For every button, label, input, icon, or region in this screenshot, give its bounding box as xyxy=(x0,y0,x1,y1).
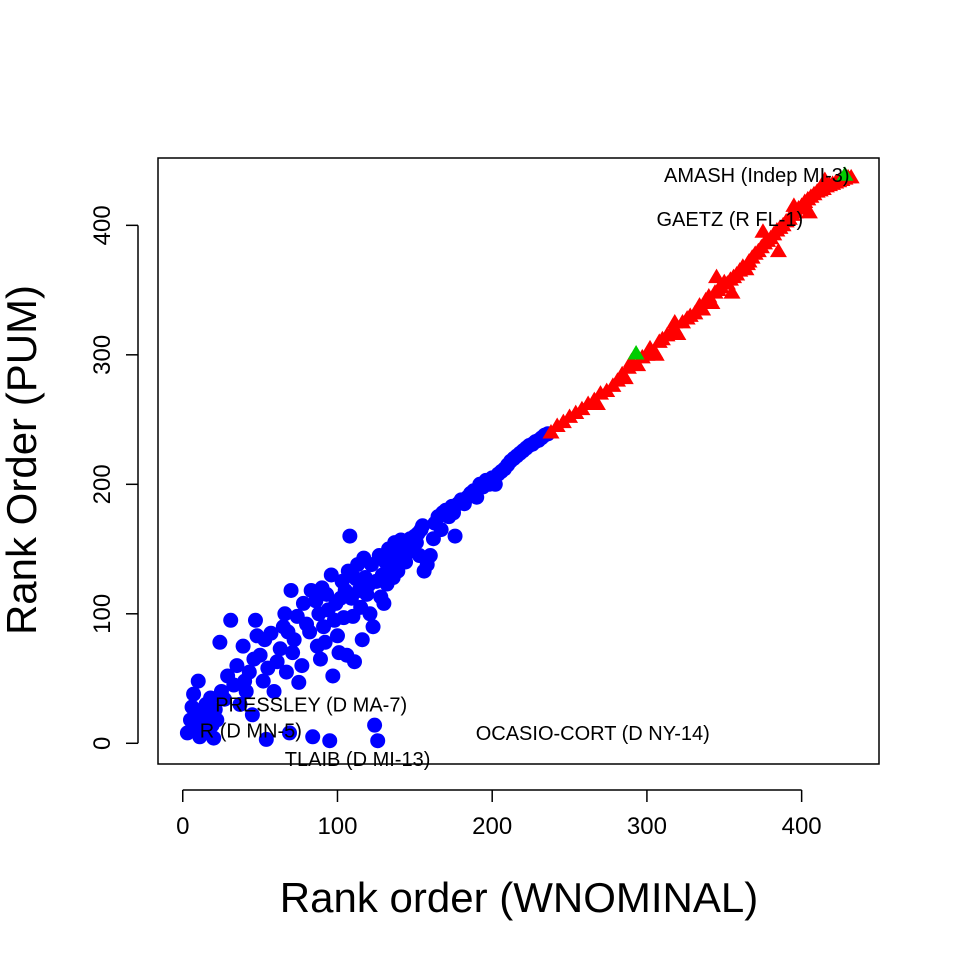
x-axis: 0 100 200 300 400 xyxy=(176,789,822,840)
y-tick-label: 400 xyxy=(89,205,116,245)
data-point xyxy=(229,658,245,674)
data-point xyxy=(703,294,721,309)
data-point xyxy=(223,612,239,628)
data-point xyxy=(258,731,274,747)
point-annotation: AMASH (Indep MI-3) xyxy=(664,165,850,187)
data-point xyxy=(278,664,294,680)
y-axis: 0 100 200 300 400 xyxy=(89,205,139,750)
x-tick-label: 0 xyxy=(176,813,189,840)
data-point xyxy=(694,301,712,316)
data-point xyxy=(295,595,311,611)
data-point xyxy=(283,582,299,598)
data-point xyxy=(816,171,834,186)
data-point xyxy=(203,690,219,706)
data-point xyxy=(365,619,381,635)
data-point xyxy=(241,664,257,680)
data-point xyxy=(294,658,310,674)
y-tick-label: 0 xyxy=(89,737,116,750)
data-point xyxy=(627,345,645,360)
data-point xyxy=(669,325,687,341)
data-points xyxy=(179,166,860,749)
annotations: AMASH (Indep MI-3) GAETZ (R FL-1) PRESSLEY… xyxy=(200,165,850,771)
data-point xyxy=(266,683,282,699)
point-annotation: OCASIO-CORT (D NY-14) xyxy=(476,723,710,745)
data-point xyxy=(800,203,818,219)
data-point xyxy=(346,654,362,670)
x-tick-label: 100 xyxy=(317,813,357,840)
data-point xyxy=(785,197,803,212)
data-point xyxy=(447,528,463,544)
x-tick-label: 300 xyxy=(627,813,667,840)
data-point xyxy=(354,632,370,648)
point-annotation: R (D MN-5) xyxy=(200,720,302,742)
data-point xyxy=(588,395,606,410)
data-point xyxy=(616,369,634,385)
point-annotation: PRESSLEY (D MA-7) xyxy=(215,694,407,716)
data-point xyxy=(238,683,254,699)
data-point xyxy=(836,166,854,181)
y-tick-label: 300 xyxy=(89,335,116,375)
data-point xyxy=(686,304,704,320)
data-point xyxy=(367,717,383,733)
data-point xyxy=(308,593,324,609)
data-point xyxy=(277,606,293,622)
data-point xyxy=(622,352,640,368)
data-point xyxy=(362,606,378,622)
point-annotation: GAETZ (R FL-1) xyxy=(657,209,804,231)
point-annotation: TLAIB (D MI-13) xyxy=(285,749,431,771)
data-point xyxy=(754,223,772,238)
data-point xyxy=(212,634,228,650)
data-point xyxy=(329,628,345,644)
data-point xyxy=(738,255,756,271)
data-point xyxy=(769,242,787,258)
data-point xyxy=(252,647,268,663)
y-axis-title: Rank Order (PUM) xyxy=(0,285,45,635)
data-point xyxy=(217,691,233,707)
data-point xyxy=(317,634,333,650)
data-point xyxy=(302,624,318,640)
data-point xyxy=(186,686,202,702)
x-tick-label: 400 xyxy=(782,813,822,840)
data-point xyxy=(291,674,307,690)
data-point xyxy=(666,313,684,329)
data-point xyxy=(209,712,225,728)
data-point xyxy=(235,638,251,654)
data-point xyxy=(376,595,392,611)
data-point xyxy=(206,730,222,746)
data-point xyxy=(723,284,741,299)
data-point xyxy=(316,619,332,635)
data-point xyxy=(247,612,263,628)
data-point xyxy=(433,522,449,538)
data-point xyxy=(647,346,665,361)
x-tick-label: 200 xyxy=(472,813,512,840)
data-point xyxy=(282,725,298,741)
data-point xyxy=(342,528,358,544)
data-point xyxy=(422,548,438,564)
plot-frame xyxy=(157,157,880,765)
data-point xyxy=(323,567,339,583)
data-point xyxy=(244,707,260,723)
data-point xyxy=(286,632,302,648)
data-point xyxy=(415,518,431,534)
data-point xyxy=(312,651,328,667)
data-point xyxy=(272,641,288,657)
data-point xyxy=(319,586,335,602)
data-point xyxy=(305,729,321,745)
data-point xyxy=(190,673,206,689)
data-point xyxy=(232,696,248,712)
data-point xyxy=(255,673,271,689)
x-axis-title: Rank order (WNOMINAL) xyxy=(280,874,758,921)
data-point xyxy=(285,645,301,661)
data-point xyxy=(269,654,285,670)
data-point xyxy=(708,268,726,284)
data-point xyxy=(325,668,341,684)
data-point xyxy=(263,625,279,641)
data-point xyxy=(322,733,338,749)
y-tick-label: 100 xyxy=(89,594,116,634)
y-tick-label: 200 xyxy=(89,464,116,504)
data-point xyxy=(370,733,386,749)
